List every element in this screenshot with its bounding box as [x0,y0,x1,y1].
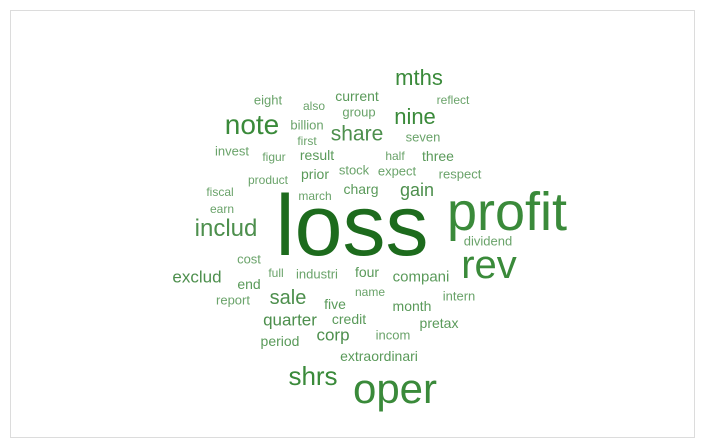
word-pretax: pretax [419,315,459,331]
word-five: five [324,296,346,312]
word-corp: corp [316,325,350,345]
word-earn: earn [209,202,235,216]
word-respect: respect [438,166,482,182]
word-credit: credit [331,311,367,327]
word-loss: loss [275,178,429,274]
word-stock: stock [338,162,370,178]
word-intern: intern [442,288,476,304]
word-note: note [224,109,280,140]
word-also: also [302,99,326,113]
word-profit: profit [446,182,568,242]
word-mths: mths [395,65,443,90]
word-industri: industri [296,266,338,282]
word-quarter: quarter [263,310,317,330]
word-figur: figur [262,150,286,164]
word-expect: expect [377,163,417,179]
word-share: share [330,122,384,146]
word-charg: charg [343,181,379,197]
word-name: name [354,285,386,299]
word-four: four [354,264,380,280]
word-dividend: dividend [463,233,513,249]
word-result: result [299,147,335,163]
word-group: group [342,104,376,120]
chart-frame [10,10,695,438]
word-includ: includ [194,215,258,242]
word-invest: invest [215,143,249,159]
word-sale: sale [269,287,307,309]
word-extraordinari: extraordinari [340,348,418,364]
word-compani: compani [392,268,450,286]
word-report: report [216,292,250,308]
word-eight: eight [253,92,283,108]
word-full: full [268,266,284,280]
word-exclud: exclud [172,267,222,287]
word-reflect: reflect [436,93,470,107]
word-nine: nine [394,104,436,129]
word-march: march [298,189,332,203]
word-current: current [335,88,379,104]
word-gain: gain [399,180,435,200]
word-three: three [422,148,454,164]
word-cost: cost [237,251,261,267]
word-incom: incom [375,327,411,343]
word-rev: rev [461,243,517,287]
word-billion: billion [290,117,324,133]
word-shrs: shrs [288,361,338,391]
word-end: end [237,276,261,292]
word-period: period [260,333,300,349]
word-prior: prior [300,166,330,182]
word-month: month [392,298,432,314]
word-product: product [247,173,289,187]
word-seven: seven [405,129,441,145]
word-first: first [297,134,317,148]
word-oper: oper [352,365,438,412]
word-fiscal: fiscal [206,185,234,199]
word-half: half [385,149,405,163]
